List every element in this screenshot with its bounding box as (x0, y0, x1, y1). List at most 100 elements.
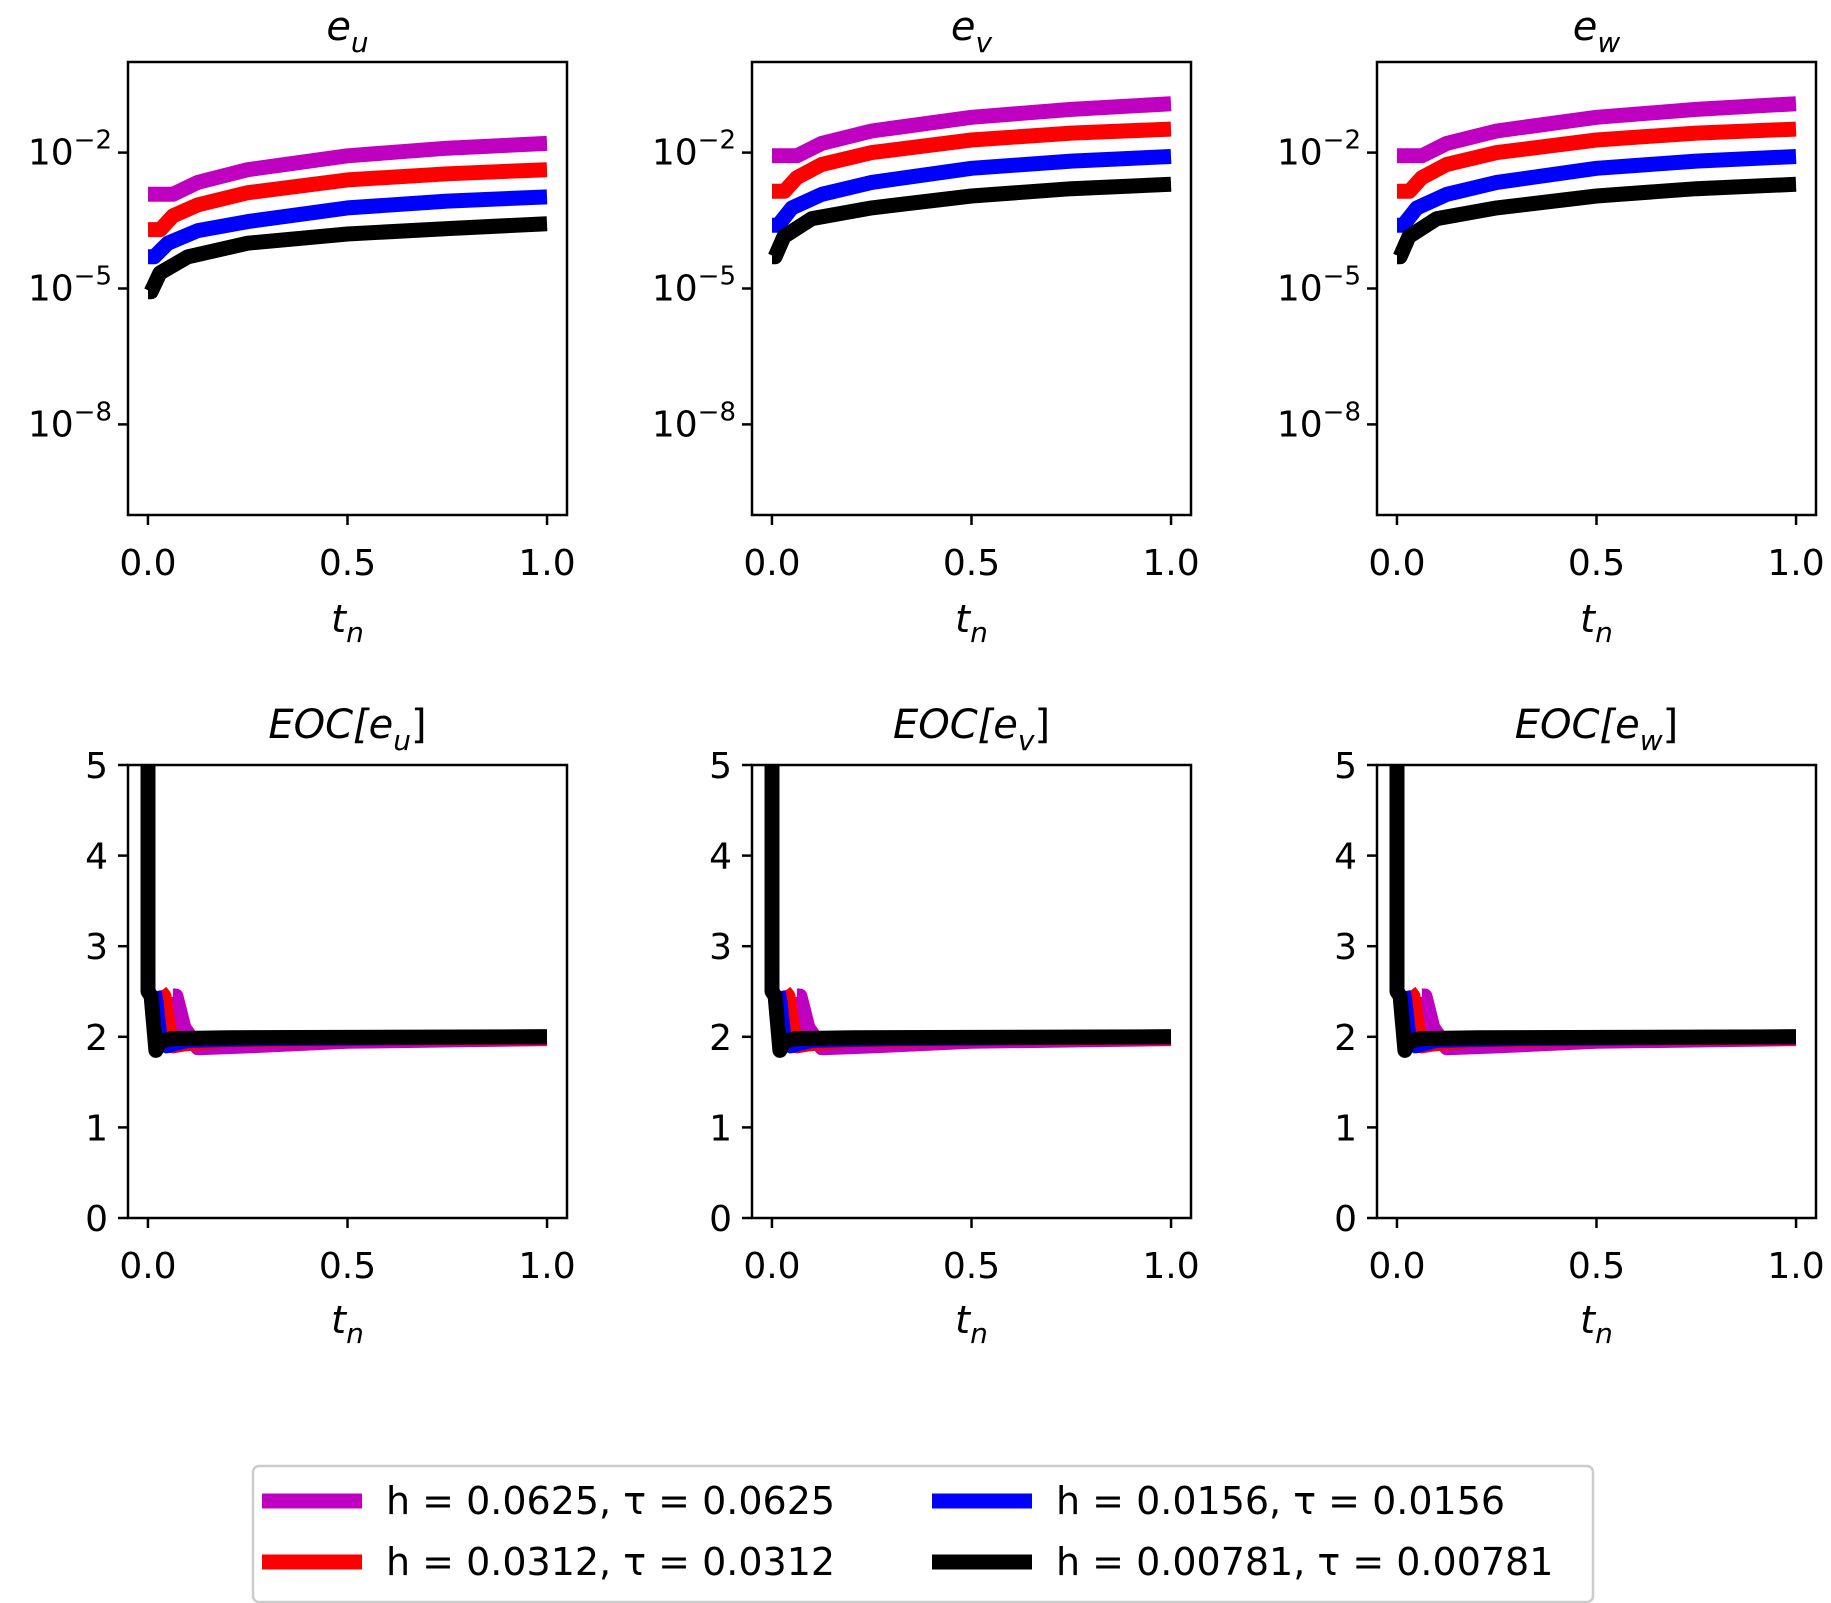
legend-label-3: h = 0.00781, τ = 0.00781 (1056, 1540, 1553, 1584)
y-tick-base: 10 (652, 269, 698, 310)
y-tick-label: 4 (1334, 837, 1357, 878)
y-tick-base: 10 (28, 404, 74, 445)
y-tick-label: 10−2 (652, 126, 736, 174)
legend-label-2: h = 0.0312, τ = 0.0312 (386, 1540, 835, 1584)
y-tick-base: 10 (1277, 133, 1323, 174)
series-line-3 (767, 176, 1172, 265)
panel-4: EOC[ev] 0.0 0.5 1.0 tn 5 4 3 2 1 0 (709, 702, 1200, 1350)
x-tick-label: 0.0 (743, 1246, 800, 1287)
panel-3: EOC[eu] 0.0 0.5 1.0 tn 5 4 3 2 1 0 (85, 702, 576, 1350)
y-tick-exponent: −8 (74, 397, 112, 427)
y-tick-label: 0 (709, 1199, 732, 1240)
x-axis-label: tn (331, 1298, 364, 1350)
y-tick-label: 0 (1334, 1199, 1357, 1240)
x-tick-label: 0.0 (1368, 543, 1425, 584)
y-tick-label: 10−8 (28, 397, 112, 445)
y-tick-label: 10−5 (652, 262, 736, 310)
panel-title: EOC[eu] (268, 702, 426, 757)
panel-title: ew (1573, 4, 1621, 59)
x-tick-label: 0.0 (743, 543, 800, 584)
y-tick-exponent: −2 (74, 126, 112, 156)
y-tick-base: 10 (28, 269, 74, 310)
y-tick-base: 10 (28, 133, 74, 174)
x-tick-label: 1.0 (1767, 543, 1824, 584)
y-tick-exponent: −5 (1323, 262, 1361, 292)
y-tick-label: 10−2 (1277, 126, 1361, 174)
y-tick-label: 1 (1334, 1108, 1357, 1149)
panel-5: EOC[ew] 0.0 0.5 1.0 tn 5 4 3 2 1 0 (1334, 702, 1825, 1350)
series-line-3 (143, 216, 548, 300)
legend-label-0: h = 0.0625, τ = 0.0625 (386, 1479, 835, 1523)
y-tick-label: 10−2 (28, 126, 112, 174)
axes-frame (126, 763, 569, 1220)
y-tick-label: 4 (709, 837, 732, 878)
y-tick-exponent: −8 (1323, 397, 1361, 427)
series-line-0 (148, 135, 548, 202)
series-line-1 (772, 121, 1172, 199)
y-tick-label: 4 (85, 837, 108, 878)
x-axis-label: tn (1580, 597, 1613, 649)
panel-title: EOC[ew] (1515, 702, 1678, 757)
x-axis-label: tn (955, 1298, 988, 1350)
y-tick-base: 10 (1277, 404, 1323, 445)
x-tick-label: 0.5 (319, 543, 376, 584)
y-tick-exponent: −2 (1323, 126, 1361, 156)
y-tick-label: 3 (709, 927, 732, 968)
axes-frame (1375, 763, 1818, 1220)
y-tick-exponent: −8 (698, 397, 736, 427)
legend-frame (251, 1464, 1595, 1603)
x-tick-label: 1.0 (1142, 1246, 1199, 1287)
legend: h = 0.0625, τ = 0.0625 h = 0.0156, τ = 0.… (251, 1464, 1595, 1603)
series-line-3 (140, 765, 548, 1058)
x-tick-label: 0.0 (119, 543, 176, 584)
axes-frame (126, 60, 569, 517)
x-tick-label: 0.5 (943, 1246, 1000, 1287)
series-line-2 (770, 149, 1172, 233)
series-line-3 (1389, 765, 1797, 1058)
y-tick-label: 5 (709, 746, 732, 787)
x-axis-label: tn (1580, 1298, 1613, 1350)
y-tick-label: 10−5 (1277, 262, 1361, 310)
x-tick-label: 1.0 (1767, 1246, 1824, 1287)
series-line-0 (772, 96, 1172, 164)
x-axis-label: tn (331, 597, 364, 649)
x-tick-label: 0.0 (1368, 1246, 1425, 1287)
series-line-1 (148, 162, 548, 238)
y-tick-label: 10−5 (28, 262, 112, 310)
y-tick-base: 10 (1277, 269, 1323, 310)
y-tick-label: 2 (1334, 1018, 1357, 1059)
y-tick-exponent: −2 (698, 126, 736, 156)
x-tick-label: 1.0 (518, 543, 575, 584)
x-tick-label: 1.0 (1142, 543, 1199, 584)
series-line-3 (764, 765, 1172, 1058)
x-axis-label: tn (955, 597, 988, 649)
y-tick-base: 10 (652, 404, 698, 445)
y-tick-label: 1 (709, 1108, 732, 1149)
series-group (140, 765, 548, 1058)
series-line-0 (1397, 96, 1797, 164)
y-tick-exponent: −5 (74, 262, 112, 292)
legend-label-1: h = 0.0156, τ = 0.0156 (1056, 1479, 1505, 1523)
series-group (1392, 96, 1797, 265)
x-tick-label: 0.5 (943, 543, 1000, 584)
series-line-2 (146, 189, 548, 265)
y-tick-label: 10−8 (652, 397, 736, 445)
panel-title: ev (951, 4, 993, 59)
series-line-2 (1395, 149, 1797, 233)
x-tick-label: 0.5 (319, 1246, 376, 1287)
series-line-1 (1397, 121, 1797, 199)
axes-frame (750, 763, 1193, 1220)
y-tick-label: 10−8 (1277, 397, 1361, 445)
y-tick-label: 2 (709, 1018, 732, 1059)
series-group (143, 135, 548, 300)
y-tick-label: 5 (1334, 746, 1357, 787)
y-tick-label: 3 (85, 927, 108, 968)
y-tick-label: 2 (85, 1018, 108, 1059)
y-tick-exponent: −5 (698, 262, 736, 292)
y-tick-label: 5 (85, 746, 108, 787)
y-tick-label: 1 (85, 1108, 108, 1149)
